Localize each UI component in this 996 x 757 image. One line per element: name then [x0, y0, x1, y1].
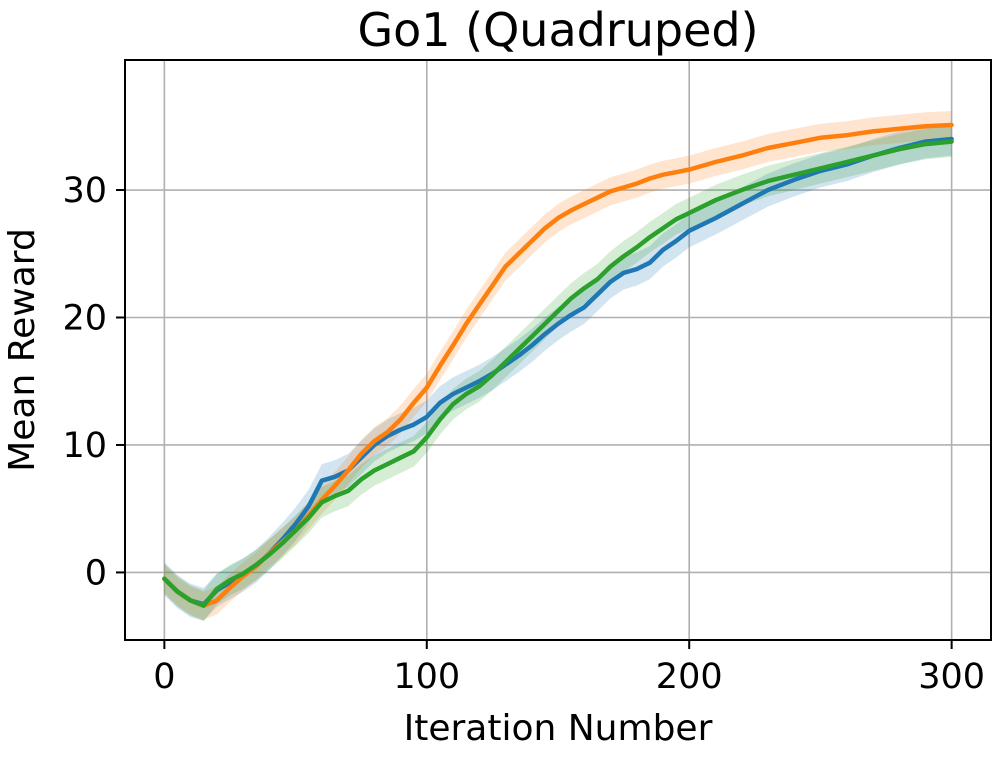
- series-3-line: [162, 139, 954, 608]
- x-tick-label: 200: [656, 657, 723, 697]
- y-tick-label: 10: [62, 426, 107, 466]
- y-tick-label: 20: [62, 298, 107, 338]
- y-tick-label: 30: [62, 171, 107, 211]
- grid-layer: [125, 60, 991, 640]
- series-2-band: [164, 111, 952, 620]
- plot-frame: [124, 59, 992, 641]
- chart-title: Go1 (Quadruped): [357, 3, 758, 57]
- x-axis-label: Iteration Number: [404, 708, 713, 749]
- x-tick-label: 0: [153, 657, 175, 697]
- y-axis-label: Mean Reward: [2, 228, 43, 472]
- ticks: 0 100 200 300 0 10 20 30: [62, 171, 985, 697]
- series-lines: [162, 122, 954, 608]
- x-tick-label: 100: [393, 657, 460, 697]
- x-tick-label: 300: [918, 657, 985, 697]
- y-tick-label: 0: [85, 553, 107, 593]
